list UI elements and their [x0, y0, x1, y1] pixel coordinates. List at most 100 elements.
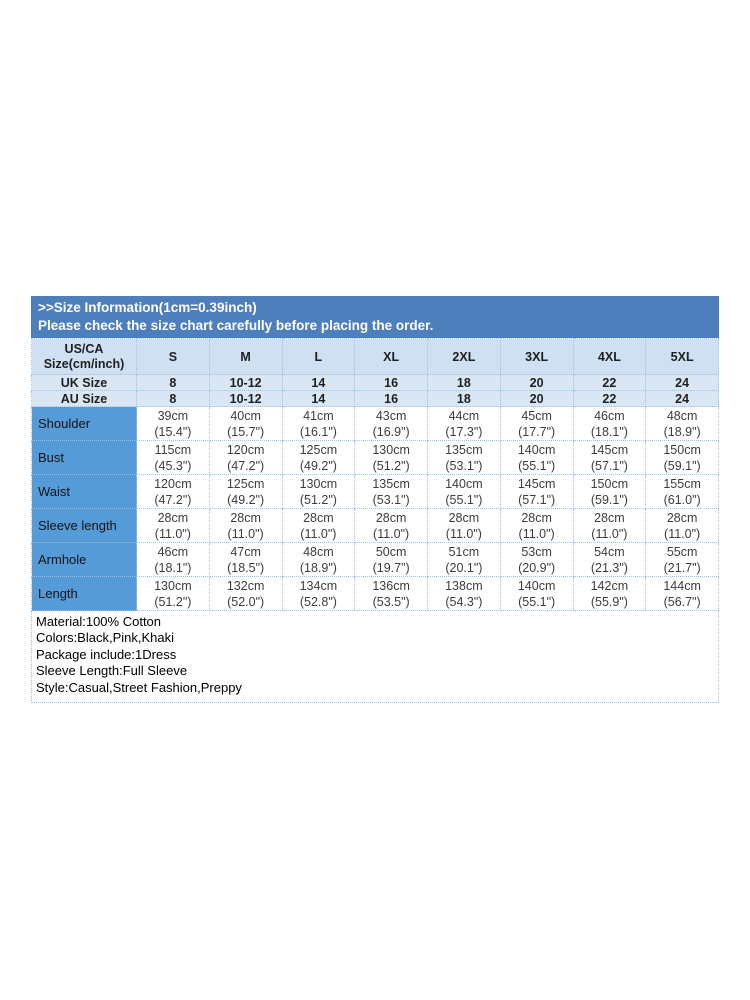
size-chart-title-bar: >>Size Information(1cm=0.39inch) Please … [31, 296, 719, 338]
measurement-row: Waist 120cm (47.2") 125cm (49.2") 130cm (51… [31, 474, 719, 509]
size-column-header: M [208, 338, 283, 375]
measurement-row-label: Bust [31, 440, 137, 475]
size-chart: >>Size Information(1cm=0.39inch) Please … [31, 296, 719, 704]
measurement-cell: 140cm (55.1") [499, 440, 574, 475]
corner-header-cell: US/CA Size(cm/inch) [31, 338, 137, 375]
size-column-header: 3XL [499, 338, 574, 375]
measurement-cell: 115cm (45.3") [136, 440, 210, 475]
measurement-cell: 51cm (20.1") [427, 542, 501, 577]
measurement-cell: 28cm (11.0") [572, 508, 647, 543]
size-system-cell: 22 [572, 390, 647, 407]
measurement-cell: 145cm (57.1") [572, 440, 647, 475]
measurement-cell: 134cm (52.8") [281, 576, 356, 611]
measurement-row: Armhole 46cm (18.1") 47cm (18.5") 48cm (18.… [31, 542, 719, 577]
measurement-cell: 47cm (18.5") [208, 542, 283, 577]
size-column-header: L [281, 338, 356, 375]
size-chart-title: >>Size Information(1cm=0.39inch) [38, 300, 257, 315]
size-system-cell: 20 [499, 390, 574, 407]
measurement-cell: 120cm (47.2") [136, 474, 210, 509]
measurement-cell: 54cm (21.3") [572, 542, 647, 577]
measurement-cell: 125cm (49.2") [208, 474, 283, 509]
measurement-row-label: Armhole [31, 542, 137, 577]
measurement-cell: 44cm (17.3") [427, 406, 501, 441]
measurement-cell: 150cm (59.1") [645, 440, 719, 475]
measurement-cell: 144cm (56.7") [645, 576, 719, 611]
measurement-cell: 39cm (15.4") [136, 406, 210, 441]
measurement-cell: 142cm (55.9") [572, 576, 647, 611]
measurement-cell: 155cm (61.0") [645, 474, 719, 509]
size-system-row: UK Size 8 10-12 14 16 18 20 22 24 [31, 374, 719, 391]
product-notes: Material:100% Cotton Colors:Black,Pink,Kh… [31, 611, 719, 704]
measurement-cell: 28cm (11.0") [281, 508, 356, 543]
measurement-cell: 28cm (11.0") [136, 508, 210, 543]
size-system-cell: 8 [136, 390, 210, 407]
measurement-row: Shoulder 39cm (15.4") 40cm (15.7") 41cm (16… [31, 406, 719, 441]
measurement-row: Bust 115cm (45.3") 120cm (47.2") 125cm (49.… [31, 440, 719, 475]
size-system-cell: 18 [427, 390, 501, 407]
size-column-header: 2XL [427, 338, 501, 375]
measurement-cell: 43cm (16.9") [354, 406, 428, 441]
measurement-cell: 130cm (51.2") [281, 474, 356, 509]
measurement-cell: 130cm (51.2") [354, 440, 428, 475]
measurement-cell: 50cm (19.7") [354, 542, 428, 577]
measurement-cell: 28cm (11.0") [427, 508, 501, 543]
measurement-cell: 135cm (53.1") [427, 440, 501, 475]
measurement-cell: 28cm (11.0") [208, 508, 283, 543]
size-system-row-label: AU Size [31, 390, 137, 407]
measurement-row-label: Waist [31, 474, 137, 509]
size-system-cell: 14 [281, 374, 356, 391]
size-system-cell: 16 [354, 374, 428, 391]
size-system-cell: 16 [354, 390, 428, 407]
size-table-body: UK Size 8 10-12 14 16 18 20 22 24 AU Size 8 10-12 14… [31, 374, 719, 611]
measurement-row: Sleeve length 28cm (11.0") 28cm (11.0") 28c… [31, 508, 719, 543]
measurement-cell: 45cm (17.7") [499, 406, 574, 441]
measurement-cell: 125cm (49.2") [281, 440, 356, 475]
measurement-cell: 46cm (18.1") [572, 406, 647, 441]
measurement-cell: 41cm (16.1") [281, 406, 356, 441]
measurement-cell: 28cm (11.0") [499, 508, 574, 543]
measurement-cell: 120cm (47.2") [208, 440, 283, 475]
measurement-row: Length 130cm (51.2") 132cm (52.0") 134cm (5… [31, 576, 719, 611]
product-note-line: Sleeve Length:Full Sleeve [36, 663, 188, 679]
size-system-row-label: UK Size [31, 374, 137, 391]
measurement-cell: 130cm (51.2") [136, 576, 210, 611]
measurement-cell: 48cm (18.9") [281, 542, 356, 577]
size-column-header: 4XL [572, 338, 647, 375]
measurement-cell: 136cm (53.5") [354, 576, 428, 611]
size-column-header: 5XL [645, 338, 719, 375]
measurement-cell: 55cm (21.7") [645, 542, 719, 577]
measurement-cell: 28cm (11.0") [354, 508, 428, 543]
product-note-line: Package include:1Dress [36, 646, 177, 662]
measurement-cell: 140cm (55.1") [427, 474, 501, 509]
size-system-cell: 10-12 [208, 374, 283, 391]
size-table: US/CA Size(cm/inch) S M L XL 2XL 3XL 4XL 5XL UK … [31, 338, 719, 611]
measurement-cell: 53cm (20.9") [499, 542, 574, 577]
size-system-cell: 14 [281, 390, 356, 407]
product-note-line: Style:Casual,Street Fashion,Preppy [36, 679, 242, 695]
size-chart-subtitle: Please check the size chart carefully be… [38, 317, 434, 333]
measurement-cell: 40cm (15.7") [208, 406, 283, 441]
size-table-head: US/CA Size(cm/inch) S M L XL 2XL 3XL 4XL 5XL [31, 338, 719, 375]
size-column-header: XL [354, 338, 428, 375]
size-system-cell: 18 [427, 374, 501, 391]
product-note-line: Colors:Black,Pink,Khaki [36, 630, 174, 646]
size-header-row: US/CA Size(cm/inch) S M L XL 2XL 3XL 4XL 5XL [31, 338, 719, 375]
product-note-line: Material:100% Cotton [36, 614, 162, 629]
size-system-cell: 24 [645, 390, 719, 407]
measurement-cell: 150cm (59.1") [572, 474, 647, 509]
size-column-header: S [136, 338, 210, 375]
measurement-row-label: Shoulder [31, 406, 137, 441]
size-system-cell: 24 [645, 374, 719, 391]
measurement-row-label: Sleeve length [31, 508, 137, 543]
measurement-cell: 138cm (54.3") [427, 576, 501, 611]
size-system-cell: 20 [499, 374, 574, 391]
size-system-cell: 10-12 [208, 390, 283, 407]
measurement-cell: 140cm (55.1") [499, 576, 574, 611]
measurement-row-label: Length [31, 576, 137, 611]
size-system-row: AU Size 8 10-12 14 16 18 20 22 24 [31, 390, 719, 407]
measurement-cell: 132cm (52.0") [208, 576, 283, 611]
measurement-cell: 145cm (57.1") [499, 474, 574, 509]
measurement-cell: 135cm (53.1") [354, 474, 428, 509]
size-system-cell: 8 [136, 374, 210, 391]
measurement-cell: 28cm (11.0") [645, 508, 719, 543]
